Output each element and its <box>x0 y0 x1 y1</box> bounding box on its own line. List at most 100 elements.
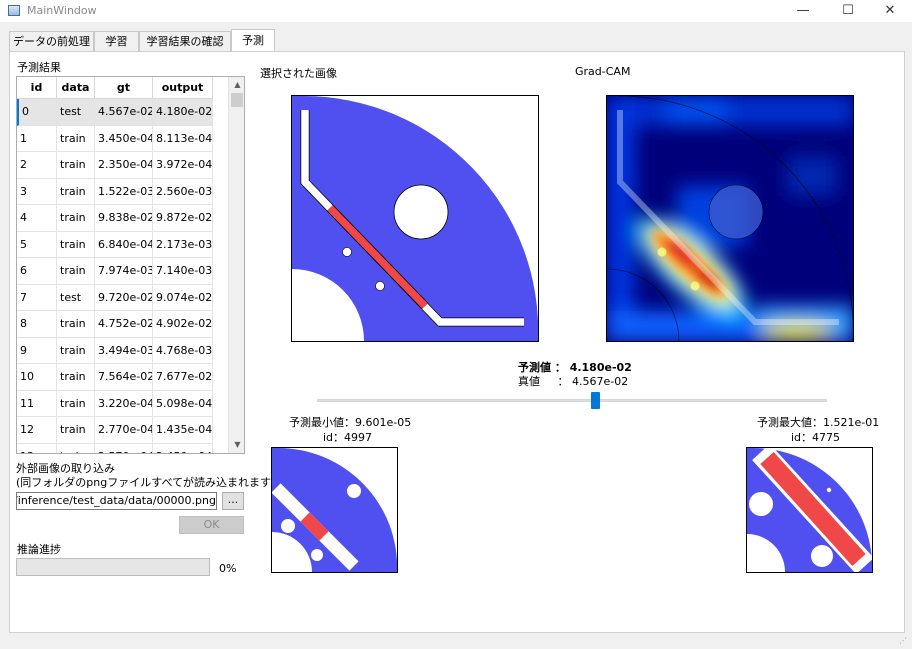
table-row[interactable]: 0 test 4.567e-02 4.180e-02 <box>17 99 228 126</box>
table-row[interactable]: 8 train 4.752e-02 4.902e-02 <box>17 311 228 338</box>
tab-prediction[interactable]: 予測 <box>231 29 275 51</box>
table-cell-id[interactable]: 11 <box>17 390 57 417</box>
gradcam-label: Grad-CAM <box>575 65 631 78</box>
table-row[interactable]: 4 train 9.838e-02 9.872e-02 <box>17 205 228 232</box>
window-title: MainWindow <box>27 4 97 17</box>
table-row[interactable]: 5 train 6.840e-04 2.173e-03 <box>17 231 228 258</box>
table-cell-output[interactable]: 8.113e-04 <box>153 125 213 152</box>
table-cell-data[interactable]: train <box>57 443 95 453</box>
table-cell-id[interactable]: 0 <box>17 99 57 126</box>
table-cell-id[interactable]: 12 <box>17 417 57 444</box>
table-cell-id[interactable]: 13 <box>17 443 57 453</box>
browse-button[interactable]: ... <box>222 492 244 510</box>
table-cell-gt[interactable]: 6.840e-04 <box>95 231 153 258</box>
table-cell-data[interactable]: train <box>57 205 95 232</box>
table-cell-gt[interactable]: 9.838e-02 <box>95 205 153 232</box>
table-cell-data[interactable]: test <box>57 99 95 126</box>
table-cell-gt[interactable]: 2.770e-04 <box>95 417 153 444</box>
table-cell-id[interactable]: 10 <box>17 364 57 391</box>
table-cell-output[interactable]: 2.173e-03 <box>153 231 213 258</box>
table-cell-id[interactable]: 9 <box>17 337 57 364</box>
table-cell-data[interactable]: train <box>57 231 95 258</box>
column-header-output[interactable]: output <box>153 77 213 99</box>
resize-grip-icon[interactable]: ⋰ <box>899 636 907 645</box>
table-cell-gt[interactable]: 2.570e-04 <box>95 443 153 453</box>
table-cell-data[interactable]: train <box>57 417 95 444</box>
table-cell-output[interactable]: 7.677e-02 <box>153 364 213 391</box>
table-cell-output[interactable]: 3.972e-04 <box>153 152 213 179</box>
table-row[interactable]: 12 train 2.770e-04 1.435e-04 <box>17 417 228 444</box>
table-cell-gt[interactable]: 2.350e-04 <box>95 152 153 179</box>
table-row[interactable]: 11 train 3.220e-04 5.098e-04 <box>17 390 228 417</box>
table-cell-data[interactable]: train <box>57 390 95 417</box>
table-cell-id[interactable]: 1 <box>17 125 57 152</box>
table-cell-gt[interactable]: 3.220e-04 <box>95 390 153 417</box>
column-header-id[interactable]: id ^ <box>17 77 57 99</box>
table-row[interactable]: 13train2.570e-042.450e-04 <box>17 443 228 453</box>
table-cell-data[interactable]: train <box>57 125 95 152</box>
table-cell-output[interactable]: 9.074e-02 <box>153 284 213 311</box>
table-cell-output[interactable]: 2.560e-03 <box>153 178 213 205</box>
tab-training[interactable]: 学習 <box>94 31 139 51</box>
table-cell-gt[interactable]: 3.450e-04 <box>95 125 153 152</box>
column-header-data[interactable]: data <box>57 77 95 99</box>
table-cell-gt[interactable]: 1.522e-03 <box>95 178 153 205</box>
min-prediction-label: 予測最小値：9.601e-05 <box>289 416 412 429</box>
table-cell-id[interactable]: 4 <box>17 205 57 232</box>
table-cell-id[interactable]: 2 <box>17 152 57 179</box>
table-cell-data[interactable]: train <box>57 337 95 364</box>
tab-preprocess[interactable]: データの前処理 <box>9 31 94 51</box>
results-table[interactable]: id ^ data gt output 0 test 4.567e-02 4.180e… <box>16 76 245 454</box>
table-cell-id[interactable]: 5 <box>17 231 57 258</box>
table-cell-gt[interactable]: 4.567e-02 <box>95 99 153 126</box>
table-cell-data[interactable]: test <box>57 284 95 311</box>
table-cell-output[interactable]: 5.098e-04 <box>153 390 213 417</box>
table-cell-id[interactable]: 7 <box>17 284 57 311</box>
table-cell-data[interactable]: train <box>57 311 95 338</box>
scroll-thumb[interactable] <box>231 93 243 107</box>
maximize-button[interactable]: ☐ <box>842 3 854 18</box>
table-cell-data[interactable]: train <box>57 152 95 179</box>
table-row[interactable]: 7 test 9.720e-02 9.074e-02 <box>17 284 228 311</box>
table-cell-gt[interactable]: 7.974e-03 <box>95 258 153 285</box>
scroll-down-icon[interactable]: ▼ <box>234 440 241 449</box>
table-cell-output[interactable]: 9.872e-02 <box>153 205 213 232</box>
sample-slider-thumb[interactable] <box>591 392 600 409</box>
close-button[interactable]: ✕ <box>884 3 896 18</box>
results-label: 予測結果 <box>17 61 61 74</box>
table-cell-gt[interactable]: 9.720e-02 <box>95 284 153 311</box>
table-cell-data[interactable]: train <box>57 364 95 391</box>
selected-image <box>291 95 539 342</box>
table-cell-gt[interactable]: 3.494e-03 <box>95 337 153 364</box>
column-header-gt[interactable]: gt <box>95 77 153 99</box>
max-prediction-label: 予測最大値：1.521e-01 <box>757 416 880 429</box>
tab-training-results[interactable]: 学習結果の確認 <box>139 31 231 51</box>
table-cell-id[interactable]: 3 <box>17 178 57 205</box>
scroll-up-icon[interactable]: ▲ <box>234 80 241 89</box>
image-path-input[interactable]: C:/inference/test_data/data/00000.png <box>16 492 217 510</box>
minimize-button[interactable]: — <box>796 3 810 18</box>
table-cell-gt[interactable]: 4.752e-02 <box>95 311 153 338</box>
sample-slider-track[interactable] <box>317 399 827 402</box>
table-row[interactable]: 6 train 7.974e-03 7.140e-03 <box>17 258 228 285</box>
table-cell-output[interactable]: 4.902e-02 <box>153 311 213 338</box>
table-row[interactable]: 3 train 1.522e-03 2.560e-03 <box>17 178 228 205</box>
table-cell-gt[interactable]: 7.564e-02 <box>95 364 153 391</box>
table-row[interactable]: 10 train 7.564e-02 7.677e-02 <box>17 364 228 391</box>
table-cell-output[interactable]: 7.140e-03 <box>153 258 213 285</box>
table-cell-output[interactable]: 4.768e-03 <box>153 337 213 364</box>
table-cell-output[interactable]: 4.180e-02 <box>153 99 213 126</box>
table-row[interactable]: 1 train 3.450e-04 8.113e-04 <box>17 125 228 152</box>
table-cell-id[interactable]: 8 <box>17 311 57 338</box>
table-row[interactable]: 9 train 3.494e-03 4.768e-03 <box>17 337 228 364</box>
table-row[interactable]: 2 train 2.350e-04 3.972e-04 <box>17 152 228 179</box>
table-cell-data[interactable]: train <box>57 258 95 285</box>
table-cell-output[interactable]: 1.435e-04 <box>153 417 213 444</box>
table-vertical-scrollbar[interactable]: ▲ ▼ <box>228 77 244 453</box>
table-cell-data[interactable]: train <box>57 178 95 205</box>
table-cell-id[interactable]: 6 <box>17 258 57 285</box>
true-value-label: 真値 ： 4.567e-02 <box>518 375 629 388</box>
table-cell-output[interactable]: 2.450e-04 <box>153 443 213 453</box>
ok-button[interactable]: OK <box>179 516 244 534</box>
